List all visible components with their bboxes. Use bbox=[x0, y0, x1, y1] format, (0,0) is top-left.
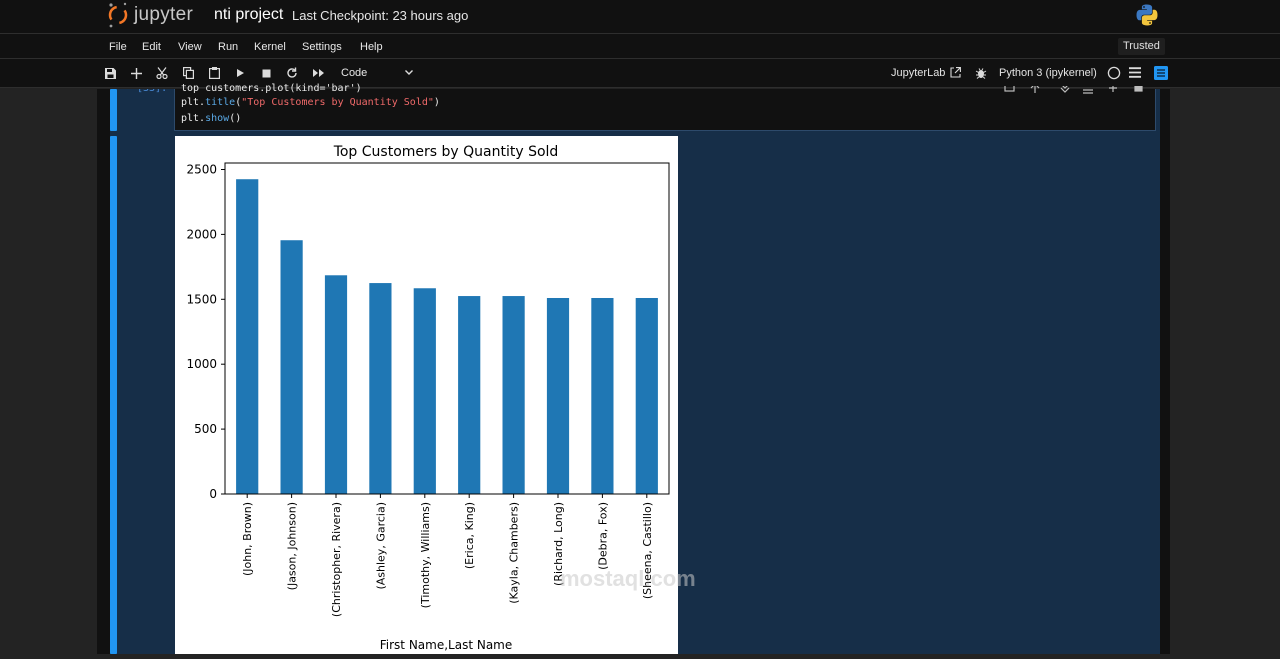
code-cell-editor[interactable]: top_customers.plot(kind='bar') plt.title… bbox=[174, 83, 1156, 131]
duplicate-cell-icon[interactable] bbox=[1004, 86, 1015, 92]
bar-9 bbox=[635, 297, 658, 494]
x-tick-label: (Kayla, Chambers) bbox=[508, 502, 521, 604]
kernel-name[interactable]: Python 3 (ipykernel) bbox=[999, 67, 1097, 79]
cell-collapser-input[interactable] bbox=[110, 89, 117, 131]
menu-lines-icon[interactable] bbox=[1129, 67, 1141, 78]
menu-settings[interactable]: Settings bbox=[302, 41, 342, 53]
menu-view[interactable]: View bbox=[178, 41, 202, 53]
cell-collapser-output[interactable] bbox=[110, 136, 117, 654]
bar-chart: Top Customers by Quantity Sold 0 500 1000 1… bbox=[186, 144, 670, 652]
jupyterlab-link[interactable]: JupyterLab bbox=[891, 67, 946, 79]
menu-file[interactable]: File bbox=[109, 41, 127, 53]
y-tick-label: 500 bbox=[194, 422, 217, 436]
menu-bar: File Edit View Run Kernel Settings Help … bbox=[0, 33, 1280, 59]
y-tick-label: 1000 bbox=[186, 357, 217, 371]
bar-0 bbox=[236, 179, 259, 494]
cell-output-plot: Top Customers by Quantity Sold 0 500 1000 1… bbox=[175, 136, 678, 654]
paste-icon[interactable] bbox=[207, 66, 221, 80]
chart-title: Top Customers by Quantity Sold bbox=[333, 144, 559, 160]
menu-edit[interactable]: Edit bbox=[142, 41, 161, 53]
trusted-indicator[interactable]: Trusted bbox=[1118, 38, 1165, 55]
menu-run[interactable]: Run bbox=[218, 41, 239, 53]
x-tick-label: (John, Brown) bbox=[241, 502, 254, 576]
x-tick-label: (Sheena, Castillo) bbox=[641, 502, 654, 599]
cell-toolbar bbox=[1004, 86, 1143, 94]
add-icon[interactable] bbox=[1109, 86, 1117, 92]
stop-icon[interactable] bbox=[259, 66, 273, 80]
y-tick-label: 0 bbox=[209, 487, 217, 501]
right-gutter bbox=[1170, 89, 1280, 654]
cell-prompt: [33]: bbox=[137, 89, 167, 95]
insert-below-icon[interactable] bbox=[1083, 89, 1093, 94]
watermark: mostaql.com bbox=[560, 566, 696, 591]
bar-4 bbox=[413, 288, 436, 494]
menu-help[interactable]: Help bbox=[360, 41, 383, 53]
notebook-right-edge bbox=[1160, 89, 1170, 654]
copy-icon[interactable] bbox=[181, 66, 195, 80]
move-down-icon[interactable] bbox=[1060, 86, 1070, 93]
external-link-icon[interactable] bbox=[950, 67, 961, 78]
x-tick-label: (Christopher, Rivera) bbox=[330, 502, 343, 617]
checkpoint-status: Last Checkpoint: 23 hours ago bbox=[292, 8, 469, 23]
left-gutter bbox=[0, 89, 97, 654]
delete-cell-icon[interactable] bbox=[1134, 86, 1143, 92]
add-cell-icon[interactable] bbox=[129, 66, 143, 80]
bar-5 bbox=[458, 296, 481, 494]
code-line-1: top_customers.plot(kind='bar') bbox=[181, 83, 362, 93]
notebook-toolbar: Code JupyterLab Python 3 (ipykernel) bbox=[0, 59, 1280, 88]
bar-1 bbox=[280, 240, 303, 494]
top-bar: jupyter nti project Last Checkpoint: 23 … bbox=[0, 0, 1280, 33]
bar-6 bbox=[502, 296, 525, 494]
notebook-title[interactable]: nti project bbox=[214, 6, 284, 23]
bar-2 bbox=[324, 275, 348, 494]
run-icon[interactable] bbox=[233, 66, 247, 80]
cell-type-select[interactable]: Code bbox=[341, 67, 368, 79]
jupyter-logo[interactable]: jupyter bbox=[107, 2, 193, 28]
x-tick-label: (Timothy, Williams) bbox=[419, 502, 432, 608]
x-tick-label: (Ashley, Garcia) bbox=[374, 502, 387, 590]
property-inspector-icon[interactable] bbox=[1154, 66, 1168, 80]
code-line-2: plt.title("Top Customers by Quantity Sol… bbox=[181, 97, 440, 108]
y-tick-label: 2000 bbox=[186, 227, 217, 241]
bar-8 bbox=[591, 297, 614, 494]
x-tick-label: (Erica, King) bbox=[463, 502, 476, 569]
debugger-bug-icon[interactable] bbox=[975, 67, 987, 79]
chevron-down-icon[interactable] bbox=[404, 67, 414, 77]
logo-text: jupyter bbox=[134, 4, 194, 25]
move-up-icon[interactable] bbox=[1030, 86, 1040, 93]
menu-kernel[interactable]: Kernel bbox=[254, 41, 286, 53]
x-axis-label: First Name,Last Name bbox=[380, 638, 513, 652]
cut-icon[interactable] bbox=[155, 66, 169, 80]
code-line-3: plt.show() bbox=[181, 113, 242, 124]
kernel-status-circle-icon bbox=[1107, 66, 1121, 80]
x-tick-label: (Jason, Johnson) bbox=[286, 502, 299, 590]
x-tick-label: (Debra, Fox) bbox=[596, 502, 609, 570]
save-icon[interactable] bbox=[103, 66, 117, 80]
restart-icon[interactable] bbox=[285, 66, 299, 80]
plot-frame bbox=[224, 162, 670, 495]
jupyter-logo-icon bbox=[108, 2, 128, 28]
y-tick-label: 1500 bbox=[186, 292, 217, 306]
y-tick-label: 2500 bbox=[186, 162, 217, 176]
bar-7 bbox=[546, 297, 570, 494]
bar-3 bbox=[369, 283, 392, 494]
python-logo-icon bbox=[1136, 4, 1158, 26]
run-all-icon[interactable] bbox=[311, 66, 325, 80]
x-tick-label: (Richard, Long) bbox=[552, 502, 565, 586]
